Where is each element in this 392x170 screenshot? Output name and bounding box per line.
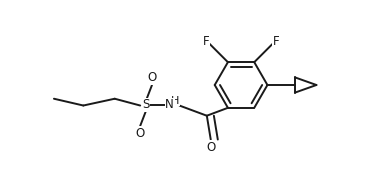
Text: H: H bbox=[171, 96, 180, 106]
Text: S: S bbox=[142, 98, 150, 111]
Text: O: O bbox=[206, 141, 215, 154]
Text: F: F bbox=[272, 35, 279, 48]
Text: N: N bbox=[165, 98, 174, 111]
Text: O: O bbox=[136, 127, 145, 140]
Text: F: F bbox=[203, 35, 210, 48]
Text: O: O bbox=[147, 71, 156, 84]
